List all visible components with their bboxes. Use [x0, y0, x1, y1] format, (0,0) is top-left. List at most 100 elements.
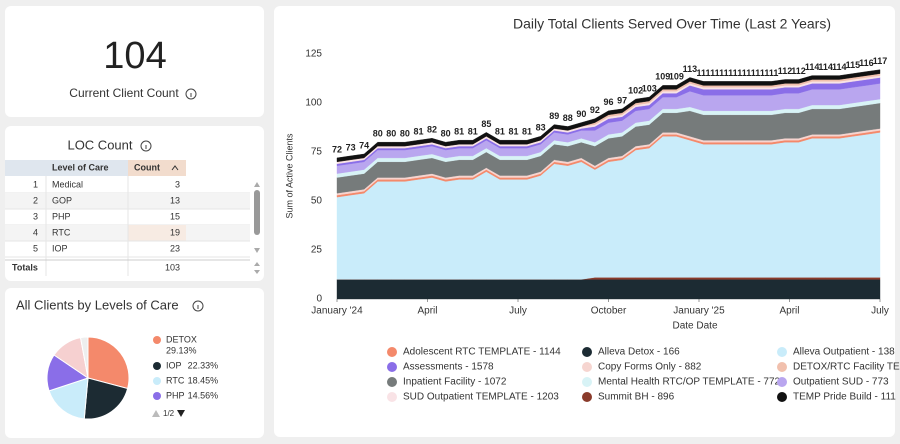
total-label: 81	[468, 127, 478, 137]
x-tick-label: April	[779, 306, 799, 317]
y-tick-label: 100	[305, 98, 322, 109]
info-icon[interactable]	[140, 140, 152, 152]
legend-label: RTC	[166, 375, 185, 385]
legend-marker	[582, 347, 592, 357]
legend-label: Mental Health RTC/OP TEMPLATE - 772	[598, 377, 781, 388]
header-label: Count	[134, 162, 160, 172]
legend-label: SUD Outpatient TEMPLATE - 1203	[403, 392, 559, 403]
x-axis-label: Date Date	[672, 321, 717, 332]
y-tick-label: 50	[311, 196, 323, 207]
header-cell	[46, 160, 128, 176]
pager-next[interactable]	[177, 410, 185, 417]
legend-label: Assessments - 1578	[403, 362, 494, 373]
total-label: 89	[549, 111, 559, 121]
legend-marker	[387, 392, 397, 402]
total-label: 80	[373, 129, 383, 139]
total-label: 81	[508, 127, 518, 137]
x-tick-label: April	[417, 306, 437, 317]
row-count: 15	[170, 211, 180, 221]
legend-marker	[582, 377, 592, 387]
total-label: 111	[764, 68, 778, 78]
legend-label: Outpatient SUD - 773	[793, 377, 889, 388]
row-count: 19	[170, 227, 180, 237]
total-label: 109	[655, 72, 670, 82]
legend-marker	[777, 392, 787, 402]
x-tick-label: January '25	[673, 306, 725, 317]
x-tick-label: July	[509, 306, 527, 317]
pie-slice	[79, 336, 89, 379]
total-label: 92	[590, 105, 600, 115]
kpi-value: 104	[103, 35, 166, 77]
total-label: 114	[832, 62, 847, 72]
sort-icon[interactable]	[171, 165, 179, 171]
legend-marker	[387, 377, 397, 387]
totals-value: 103	[165, 262, 180, 272]
total-label: 103	[642, 83, 657, 93]
total-label: 88	[563, 113, 573, 123]
pager-prev[interactable]	[152, 410, 160, 417]
total-label: 82	[427, 125, 437, 135]
header-label: Level of Care	[52, 162, 109, 172]
pie-slice	[83, 377, 129, 420]
scroll-arrows[interactable]	[254, 262, 260, 274]
info-icon[interactable]	[185, 88, 197, 100]
header-cell[interactable]	[128, 160, 186, 176]
legend-value: 29.13%	[166, 345, 197, 355]
row-level: RTC	[52, 227, 71, 237]
row-level: GOP	[52, 195, 72, 205]
total-label: 113	[683, 64, 698, 74]
pager-text: 1/2	[163, 409, 175, 418]
scrollbar[interactable]	[254, 190, 260, 235]
legend-marker	[153, 392, 161, 400]
legend-marker	[777, 347, 787, 357]
table-title: LOC Count	[67, 137, 132, 152]
x-tick-label: October	[591, 306, 627, 317]
total-label: 73	[346, 142, 356, 152]
row-count: 13	[170, 195, 180, 205]
total-label: 114	[818, 62, 833, 72]
total-label: 112	[791, 66, 806, 76]
legend-marker	[153, 336, 161, 344]
legend-label: Copy Forms Only - 882	[598, 362, 702, 373]
totals-label: Totals	[12, 262, 38, 272]
total-label: 111	[751, 68, 765, 78]
total-label: 116	[859, 58, 874, 68]
kpi-label: Current Client Count	[69, 86, 179, 100]
legend-marker	[582, 392, 592, 402]
total-label: 74	[359, 140, 369, 150]
pie-title: All Clients by Levels of Care	[16, 297, 179, 312]
total-label: 81	[495, 127, 505, 137]
total-label: 81	[454, 127, 464, 137]
y-tick-label: 75	[311, 147, 323, 158]
kpi-card	[5, 6, 264, 117]
total-label: 114	[805, 62, 820, 72]
legend-value: 18.45%	[188, 375, 219, 385]
row-index: 2	[33, 195, 38, 205]
legend-label: Summit BH - 896	[598, 392, 675, 403]
legend-label: Alleva Detox - 166	[598, 347, 680, 358]
info-icon[interactable]	[192, 300, 204, 312]
header-cell	[5, 160, 46, 176]
row-index: 4	[33, 227, 38, 237]
row-index: 3	[33, 211, 38, 221]
total-label: 102	[628, 85, 643, 95]
legend-marker	[777, 362, 787, 372]
legend-marker	[153, 362, 161, 370]
legend-marker	[777, 377, 787, 387]
legend-value: 22.33%	[188, 360, 219, 370]
total-label: 85	[481, 119, 491, 129]
y-tick-label: 25	[311, 245, 323, 256]
row-index: 5	[33, 243, 38, 253]
area	[336, 279, 881, 300]
total-label: 111	[724, 68, 738, 78]
legend-label: DETOX/RTC Facility TE	[793, 362, 900, 373]
total-label: 72	[332, 144, 342, 154]
legend-label: IOP	[166, 360, 182, 370]
total-label: 97	[617, 95, 627, 105]
total-label: 90	[576, 109, 586, 119]
row-count: 3	[175, 179, 180, 189]
legend-label: TEMP Pride Build - 111	[793, 392, 896, 403]
row-count: 23	[170, 243, 180, 253]
legend-label: PHP	[166, 390, 185, 400]
